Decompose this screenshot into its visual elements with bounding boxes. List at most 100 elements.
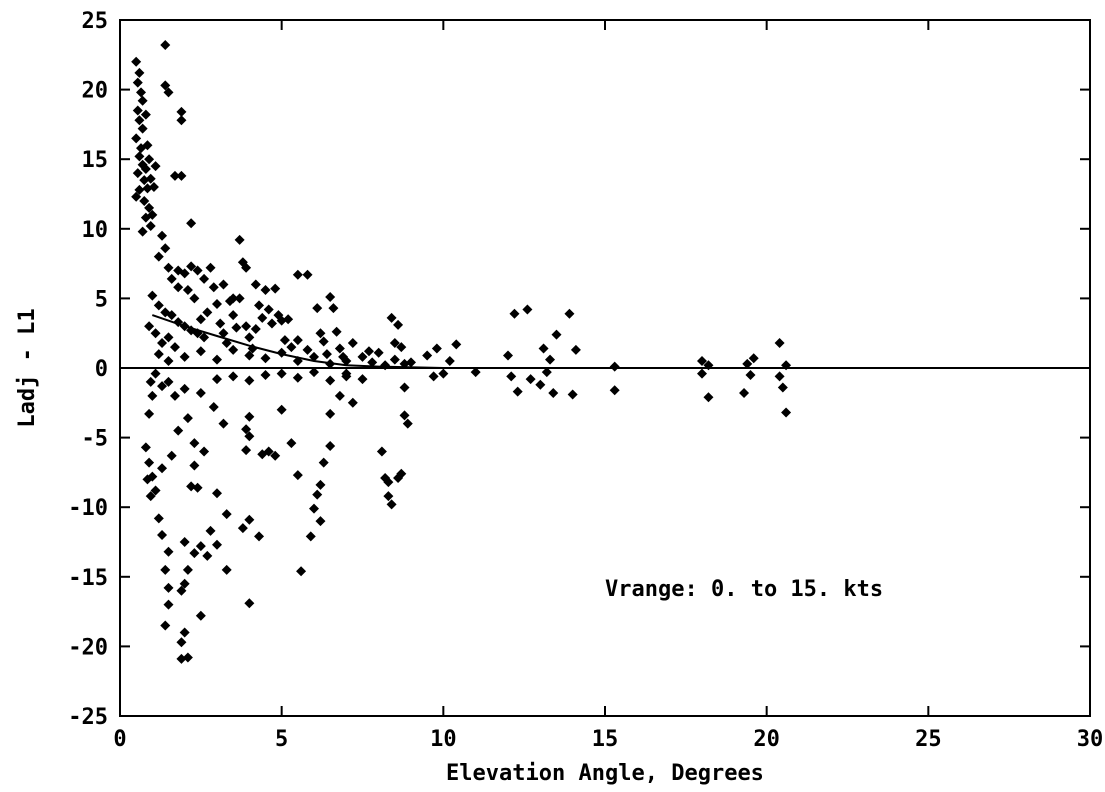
data-point [218, 418, 229, 429]
y-tick-label: -20 [68, 635, 108, 660]
data-point [325, 375, 336, 386]
data-point [215, 318, 226, 329]
data-point [205, 525, 216, 536]
data-point [140, 163, 151, 174]
data-point [160, 620, 171, 631]
data-point [276, 404, 287, 415]
data-point [145, 221, 156, 232]
data-point [179, 627, 190, 638]
data-point [357, 351, 368, 362]
data-point [570, 344, 581, 355]
data-point [157, 337, 168, 348]
data-point [325, 440, 336, 451]
data-point [774, 337, 785, 348]
data-point [137, 95, 148, 106]
data-point [276, 368, 287, 379]
data-point [212, 488, 222, 499]
data-point [347, 337, 358, 348]
data-point [292, 372, 303, 383]
data-point [545, 354, 556, 365]
data-point [212, 374, 222, 385]
data-point [428, 371, 439, 382]
x-tick-label: 15 [592, 727, 619, 752]
data-point [309, 351, 319, 362]
data-point [179, 351, 190, 362]
data-point [195, 314, 206, 325]
data-point [438, 368, 449, 379]
data-point [470, 367, 481, 378]
data-point [286, 342, 297, 353]
data-point [179, 578, 190, 589]
axis-ticks [119, 19, 1091, 717]
data-point [160, 243, 171, 254]
data-point [292, 470, 303, 481]
data-point [748, 353, 759, 364]
data-point [541, 367, 552, 378]
data-point [166, 273, 177, 284]
data-point [292, 335, 303, 346]
data-point [551, 329, 562, 340]
data-point [231, 322, 242, 333]
data-point [212, 354, 222, 365]
y-tick-label: 20 [82, 79, 109, 104]
data-point [302, 269, 313, 280]
data-point [386, 499, 397, 510]
data-point [199, 273, 210, 284]
data-point [260, 369, 271, 380]
data-point [131, 56, 142, 67]
data-point [176, 585, 187, 596]
data-point [328, 303, 339, 314]
data-point [321, 349, 332, 360]
data-point [189, 460, 200, 471]
data-point [166, 310, 177, 321]
data-point [186, 481, 197, 492]
data-point [376, 446, 387, 457]
data-point [157, 381, 168, 392]
data-point [315, 479, 326, 490]
data-point [144, 457, 155, 468]
data-point [182, 564, 193, 575]
data-point [399, 410, 410, 421]
data-point [208, 401, 219, 412]
y-tick-label: -15 [68, 566, 108, 591]
data-point [522, 304, 533, 315]
data-point [169, 170, 180, 181]
data-point [173, 425, 184, 436]
data-point [318, 457, 329, 468]
data-point [150, 485, 161, 496]
data-point [157, 463, 168, 474]
data-point [241, 321, 252, 332]
data-point [334, 343, 345, 354]
data-point [406, 357, 416, 368]
data-point [221, 509, 232, 520]
data-point [283, 314, 294, 325]
data-point [703, 360, 714, 371]
data-point [444, 356, 455, 367]
data-point [315, 328, 326, 339]
data-point [195, 388, 206, 399]
data-point [263, 304, 274, 315]
x-tick-label: 20 [753, 727, 780, 752]
data-point [739, 388, 750, 399]
data-point [697, 356, 707, 367]
data-point [192, 328, 203, 339]
data-point [393, 472, 404, 483]
data-point [195, 610, 206, 621]
x-tick-label: 30 [1077, 727, 1104, 752]
data-point [247, 343, 258, 354]
data-point [567, 389, 578, 400]
data-point [176, 170, 187, 181]
data-point [145, 376, 156, 387]
data-point [402, 418, 413, 429]
data-point [244, 375, 255, 386]
data-point [176, 115, 187, 126]
data-point [144, 154, 155, 165]
data-point [305, 531, 316, 542]
data-point [202, 550, 213, 561]
data-point [399, 358, 410, 369]
data-point [777, 382, 788, 393]
data-point [142, 183, 153, 194]
data-point [312, 303, 323, 314]
data-point [228, 293, 239, 304]
data-point [341, 368, 352, 379]
